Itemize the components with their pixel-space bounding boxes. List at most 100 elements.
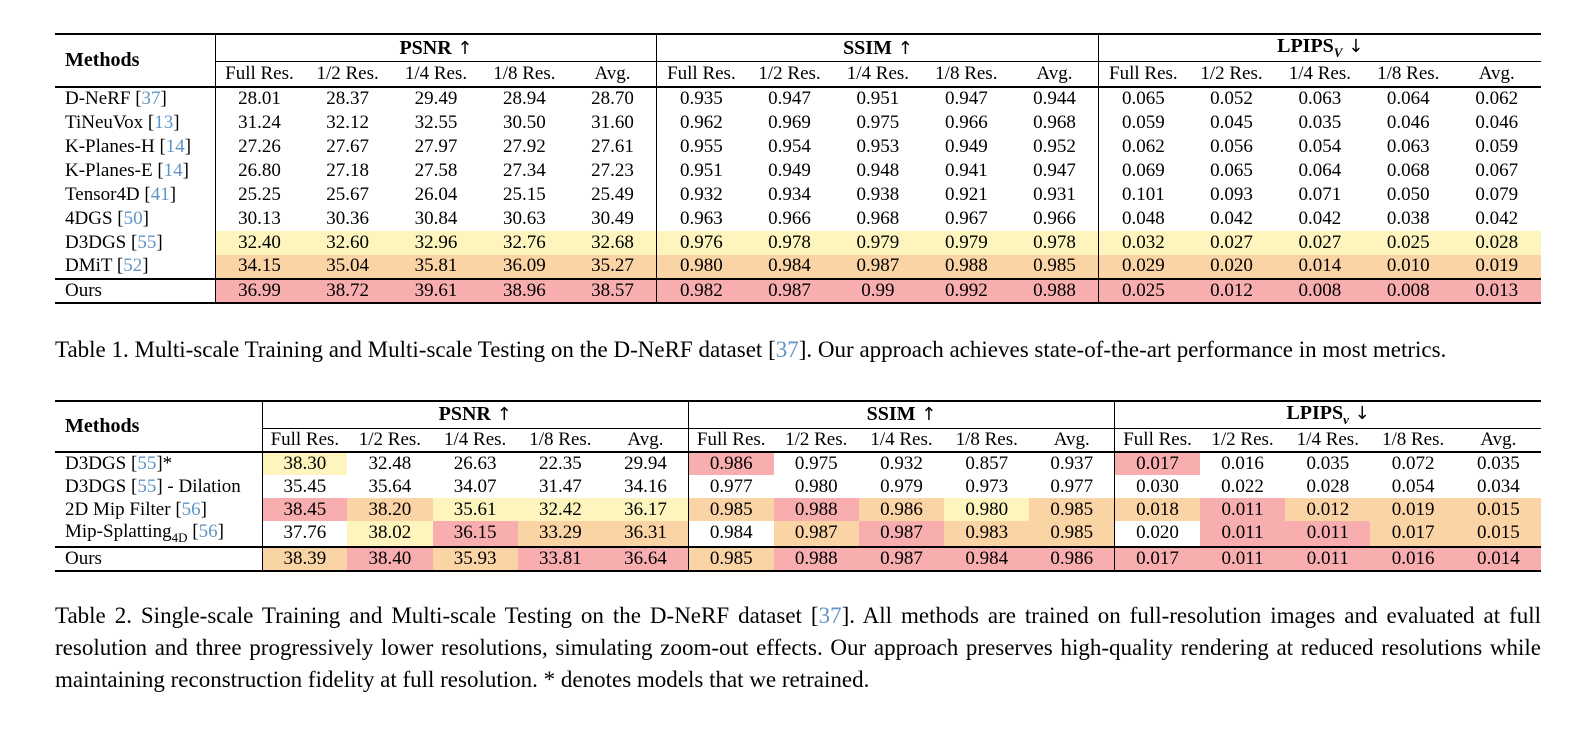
subcolumn-header: 1/2 Res. — [745, 61, 834, 88]
metric-value-cell: 0.985 — [1029, 498, 1115, 521]
metric-group-header: LPIPSv ↓ — [1114, 400, 1541, 429]
metric-value-cell: 0.018 — [1114, 498, 1200, 521]
metric-value-cell: 29.94 — [624, 453, 667, 474]
subcolumn-header: 1/8 Res. — [1370, 428, 1456, 453]
metric-value-cell: 0.054 — [1298, 135, 1342, 157]
metric-value-cell: 0.921 — [944, 183, 988, 205]
down-arrow-icon: ↓ — [1342, 36, 1364, 57]
metric-value-cell: 0.020 — [1187, 254, 1276, 279]
metric-value-cell: 0.065 — [1098, 86, 1188, 111]
subcolumn-header: 1/8 Res. — [517, 428, 604, 453]
metric-value-cell: 0.027 — [1187, 230, 1276, 255]
metric-value-cell: 30.50 — [502, 111, 546, 133]
metric-value-cell: 0.932 — [656, 182, 746, 207]
subcolumn-header: Full Res. — [261, 428, 348, 453]
metric-value-cell: 31.60 — [591, 111, 634, 133]
metric-value-cell: 30.63 — [502, 207, 546, 229]
citation-link[interactable]: 14 — [163, 159, 183, 181]
table-row: Tensor4D [41] 25.25 25.67 26.04 25.15 25.49 0.… — [55, 182, 1541, 207]
metric-value-cell: 0.011 — [1199, 545, 1286, 571]
metric-value-cell: 0.029 — [1098, 254, 1188, 279]
metric-value-cell: 36.15 — [432, 521, 518, 547]
metric-value-cell: 0.079 — [1475, 183, 1519, 205]
subcolumn-header: Full Res. — [214, 61, 304, 88]
metric-group-header: SSIM ↑ — [687, 400, 1115, 429]
metric-value-cell: 38.57 — [568, 277, 657, 303]
subcolumn-header: 1/4 Res. — [432, 428, 518, 453]
metric-value-cell: 0.944 — [1033, 88, 1076, 109]
metric-value-cell: 0.948 — [856, 159, 900, 181]
metric-value-cell: 25.15 — [502, 183, 546, 205]
metric-value-cell: 0.013 — [1452, 277, 1541, 303]
metric-value-cell: 28.70 — [591, 88, 634, 109]
metric-value-cell: 27.58 — [414, 159, 458, 181]
metric-subscript: v — [1343, 411, 1349, 427]
method-cell: K-Planes-H [14] — [65, 135, 192, 157]
metric-value-cell: 0.980 — [794, 475, 838, 497]
metric-value-cell: 0.025 — [1098, 277, 1188, 303]
table-row: D-NeRF [37] 28.01 28.37 29.49 28.94 28.70 0.93… — [55, 86, 1541, 111]
metric-value-cell: 25.49 — [591, 183, 634, 205]
metric-value-cell: 0.968 — [1033, 111, 1076, 133]
up-arrow-icon: ↑ — [451, 37, 473, 59]
citation-link[interactable]: 41 — [150, 183, 170, 205]
metric-value-cell: 0.068 — [1386, 159, 1430, 181]
metric-value-cell: 0.978 — [1010, 230, 1099, 255]
table-row: 2D Mip Filter [56] 38.45 38.20 35.61 32.42 36… — [55, 498, 1541, 521]
metric-value-cell: 0.012 — [1285, 498, 1371, 521]
metric-value-cell: 0.048 — [1098, 206, 1188, 231]
metric-value-cell: 0.020 — [1114, 521, 1200, 547]
citation-link[interactable]: 56 — [181, 498, 201, 520]
metric-value-cell: 36.31 — [603, 521, 689, 547]
citation-link[interactable]: 37 — [775, 336, 799, 362]
metric-value-cell: 0.983 — [944, 521, 1030, 547]
subcolumn-header: Avg. — [1452, 61, 1541, 88]
metric-value-cell: 0.042 — [1210, 207, 1253, 229]
metric-value-cell: 0.979 — [880, 475, 923, 497]
citation-link[interactable]: 14 — [165, 135, 185, 157]
citation-link[interactable]: 13 — [154, 111, 174, 133]
citation-link[interactable]: 55 — [137, 231, 157, 253]
subcolumn-header: Avg. — [1455, 428, 1541, 453]
metric-value-cell: 0.028 — [1452, 230, 1541, 255]
method-cell: Mip-Splatting4D [56] — [65, 521, 224, 545]
metric-value-cell: 33.29 — [517, 521, 604, 547]
citation-link[interactable]: 55 — [137, 475, 157, 497]
metric-value-cell: 0.067 — [1475, 159, 1519, 181]
metric-value-cell: 0.011 — [1199, 521, 1286, 547]
metric-value-cell: 0.025 — [1364, 230, 1453, 255]
citation-link[interactable]: 37 — [141, 88, 161, 109]
metric-value-cell: 27.97 — [414, 135, 458, 157]
table-row: Ours 36.99 38.72 39.61 38.96 38.57 0.982 0.987 0… — [55, 277, 1541, 303]
subcolumn-header: 1/2 Res. — [1199, 428, 1286, 453]
metric-value-cell: 32.60 — [303, 230, 392, 255]
metric-value-cell: 0.954 — [768, 135, 811, 157]
metric-value-cell: 0.979 — [833, 230, 923, 255]
metric-value-cell: 0.986 — [687, 452, 774, 475]
metric-value-cell: 0.017 — [1370, 521, 1456, 547]
metric-value-cell: 0.022 — [1221, 475, 1264, 497]
citation-link[interactable]: 56 — [198, 521, 218, 542]
citation-link[interactable]: 37 — [818, 602, 842, 628]
metric-value-cell: 31.47 — [539, 475, 582, 497]
metric-value-cell: 0.034 — [1476, 475, 1520, 497]
citation-link[interactable]: 52 — [123, 255, 143, 276]
method-cell: D3DGS [55] — [65, 231, 163, 253]
metric-value-cell: 0.987 — [858, 521, 945, 547]
table-row: D3DGS [55] 32.40 32.60 32.96 32.76 32.68 0.976… — [55, 230, 1541, 255]
metric-value-cell: 0.982 — [656, 277, 746, 303]
metric-value-cell: 36.09 — [480, 254, 569, 279]
paper-page: Methods PSNR ↑ SSIM ↑ LPIPSV ↓ Full Res. 1/2 … — [55, 33, 1541, 692]
subcolumn-header: 1/4 Res. — [1285, 428, 1371, 453]
metric-value-cell: 0.978 — [745, 230, 834, 255]
metric-value-cell: 32.48 — [368, 453, 412, 474]
metric-value-cell: 0.062 — [1098, 134, 1188, 159]
method-cell: Ours — [55, 277, 215, 303]
table-row: D3DGS [55] - Dilation 35.45 35.64 34.07 31.4… — [55, 475, 1541, 498]
metric-value-cell: 38.20 — [347, 498, 433, 521]
citation-link[interactable]: 50 — [123, 207, 143, 229]
metric-value-cell: 0.054 — [1391, 475, 1435, 497]
table-row: Ours 38.39 38.40 35.93 33.81 36.64 0.985 0.988 0… — [55, 545, 1541, 571]
metric-value-cell: 0.947 — [1033, 159, 1076, 181]
citation-link[interactable]: 55 — [137, 453, 157, 474]
